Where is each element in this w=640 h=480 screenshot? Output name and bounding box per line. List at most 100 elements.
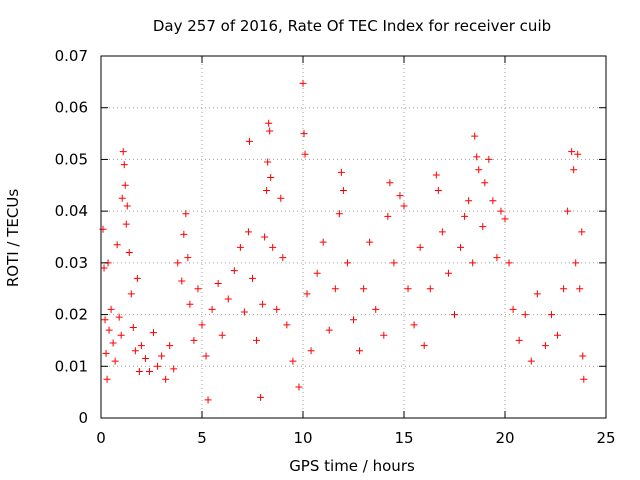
data-point	[325, 326, 333, 334]
data-point	[117, 331, 125, 339]
y-axis-label: ROTI / TECUs	[4, 189, 22, 287]
y-tick-label: 0.06	[55, 99, 88, 117]
data-point	[174, 259, 182, 267]
data-point	[265, 119, 273, 127]
data-point	[135, 367, 143, 375]
data-point	[186, 300, 194, 308]
data-point	[264, 158, 272, 166]
data-point	[113, 241, 121, 249]
data-point	[404, 285, 412, 293]
data-point	[269, 243, 277, 251]
data-point	[416, 243, 424, 251]
data-point	[208, 305, 216, 313]
x-tick-label: 10	[293, 429, 312, 447]
data-point	[261, 233, 269, 241]
data-point	[158, 352, 166, 360]
data-point	[154, 362, 162, 370]
data-point	[125, 249, 133, 257]
data-point	[579, 352, 587, 360]
data-point	[230, 267, 238, 275]
data-point	[131, 347, 139, 355]
data-point	[313, 269, 321, 277]
y-tick-label: 0.05	[55, 150, 88, 168]
data-point	[384, 212, 392, 220]
data-points	[99, 79, 588, 404]
data-point	[162, 375, 170, 383]
x-tick-label: 20	[495, 429, 514, 447]
y-tick-label: 0.03	[55, 254, 88, 272]
data-point	[372, 305, 380, 313]
data-point	[111, 357, 119, 365]
data-point	[493, 254, 501, 262]
data-point	[366, 238, 374, 246]
data-point	[119, 148, 127, 156]
data-point	[554, 331, 562, 339]
data-point	[253, 336, 261, 344]
data-point	[107, 305, 115, 313]
data-point	[267, 174, 275, 182]
data-point	[245, 137, 253, 145]
data-point	[263, 186, 271, 194]
data-point	[444, 269, 452, 277]
data-point	[576, 285, 584, 293]
data-point	[509, 305, 517, 313]
data-point	[198, 321, 206, 329]
data-point	[574, 150, 582, 158]
y-tick-label: 0.07	[55, 47, 88, 65]
data-point	[337, 168, 345, 176]
data-point	[283, 321, 291, 329]
data-point	[194, 285, 202, 293]
data-point	[489, 197, 497, 205]
x-tick-label: 0	[96, 429, 106, 447]
data-point	[360, 285, 368, 293]
data-point	[145, 367, 153, 375]
y-tick-label: 0.04	[55, 202, 88, 220]
data-point	[178, 277, 186, 285]
data-point	[578, 228, 586, 236]
data-point	[386, 179, 394, 187]
data-point	[572, 259, 580, 267]
data-point	[410, 321, 418, 329]
data-point	[400, 202, 408, 210]
data-point	[289, 357, 297, 365]
data-point	[257, 393, 265, 401]
data-point	[465, 197, 473, 205]
data-point	[469, 259, 477, 267]
data-point	[121, 181, 129, 189]
data-point	[102, 349, 110, 357]
data-point	[184, 254, 192, 262]
plot-frame	[100, 55, 607, 419]
data-point	[103, 375, 111, 383]
data-point	[533, 290, 541, 298]
data-point	[240, 308, 248, 316]
data-point	[471, 132, 479, 140]
data-point	[580, 375, 588, 383]
data-point	[568, 148, 576, 156]
data-point	[339, 186, 347, 194]
data-point	[133, 274, 141, 282]
data-point	[141, 355, 149, 363]
x-tick-label: 15	[394, 429, 413, 447]
y-tick-label: 0.01	[55, 357, 88, 375]
data-point	[527, 357, 535, 365]
data-point	[301, 150, 309, 158]
data-point	[475, 166, 483, 174]
data-point	[473, 153, 481, 161]
data-point	[547, 311, 555, 319]
data-point	[457, 243, 465, 251]
data-point	[101, 316, 109, 324]
data-point	[390, 259, 398, 267]
data-point	[105, 326, 113, 334]
data-point	[300, 130, 308, 138]
data-point	[485, 155, 493, 163]
data-point	[515, 336, 523, 344]
data-point	[279, 254, 287, 262]
data-point	[224, 295, 232, 303]
data-point	[570, 166, 578, 174]
axis-ticks: 0 5 10 15 20 25 0 0.01 0.02 0.03 0.04 0.05 0.06 0.07	[55, 47, 616, 447]
data-point	[120, 161, 128, 169]
data-point	[420, 342, 428, 350]
data-point	[127, 290, 135, 298]
y-tick-label: 0.02	[55, 306, 88, 324]
data-point	[180, 230, 188, 238]
